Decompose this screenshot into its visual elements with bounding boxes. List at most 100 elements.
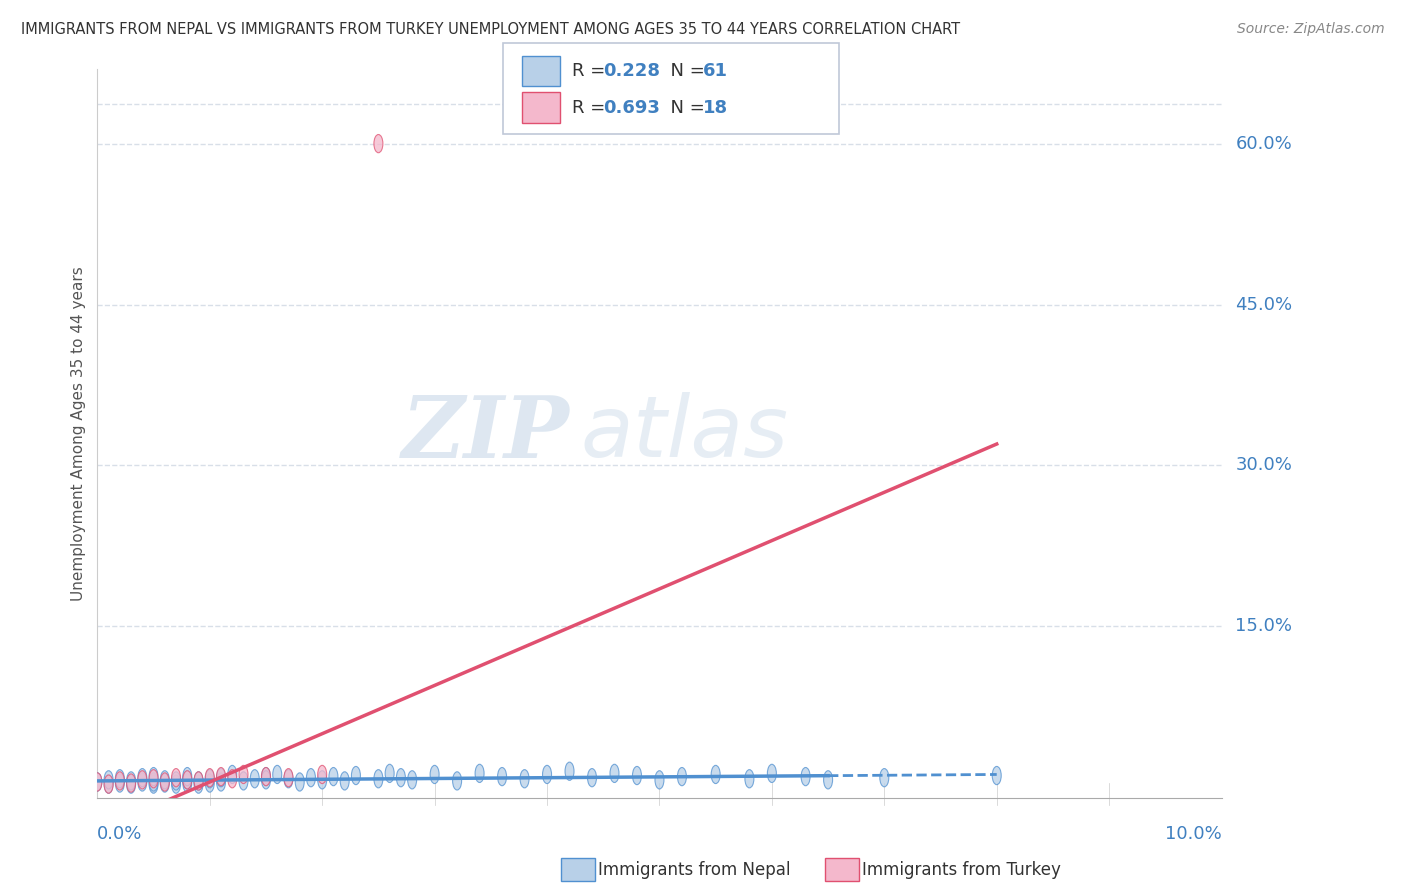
Text: ZIP: ZIP [402,392,569,475]
Ellipse shape [565,762,574,780]
Ellipse shape [262,767,270,786]
Ellipse shape [183,771,191,789]
Ellipse shape [104,775,112,793]
Ellipse shape [93,772,101,791]
Text: R =: R = [572,98,612,117]
Ellipse shape [295,772,304,791]
Ellipse shape [768,764,776,782]
Ellipse shape [205,774,214,792]
Ellipse shape [127,774,135,792]
Ellipse shape [115,770,124,788]
Ellipse shape [273,765,281,783]
Text: 0.0%: 0.0% [97,825,143,843]
Ellipse shape [127,772,135,790]
Ellipse shape [104,771,112,789]
Ellipse shape [183,771,191,789]
Ellipse shape [228,770,236,788]
Ellipse shape [104,775,112,793]
Ellipse shape [205,769,214,787]
Ellipse shape [745,770,754,788]
Ellipse shape [801,767,810,786]
Y-axis label: Unemployment Among Ages 35 to 44 years: Unemployment Among Ages 35 to 44 years [72,266,86,600]
Ellipse shape [160,771,169,789]
Ellipse shape [149,770,157,788]
Ellipse shape [194,775,202,793]
Ellipse shape [340,772,349,790]
Ellipse shape [588,769,596,787]
Text: atlas: atlas [581,392,789,475]
Text: Immigrants from Turkey: Immigrants from Turkey [862,861,1060,879]
Text: 61: 61 [703,62,728,79]
Ellipse shape [374,135,382,153]
Ellipse shape [993,766,1001,785]
Ellipse shape [250,770,259,788]
Ellipse shape [318,765,326,783]
Ellipse shape [138,772,146,791]
Text: N =: N = [659,62,711,79]
Ellipse shape [194,772,202,790]
Ellipse shape [183,767,191,786]
Text: N =: N = [659,98,711,117]
Ellipse shape [205,770,214,788]
Ellipse shape [385,764,394,782]
Ellipse shape [610,764,619,782]
Text: 15.0%: 15.0% [1236,617,1292,635]
Ellipse shape [374,770,382,788]
Ellipse shape [149,772,157,791]
Ellipse shape [498,767,506,786]
Ellipse shape [194,772,202,790]
Ellipse shape [172,769,180,787]
Text: R =: R = [572,62,612,79]
Ellipse shape [228,765,236,783]
Ellipse shape [520,770,529,788]
Text: IMMIGRANTS FROM NEPAL VS IMMIGRANTS FROM TURKEY UNEMPLOYMENT AMONG AGES 35 TO 44: IMMIGRANTS FROM NEPAL VS IMMIGRANTS FROM… [21,22,960,37]
Text: 60.0%: 60.0% [1236,135,1292,153]
Text: 0.228: 0.228 [603,62,661,79]
Ellipse shape [138,769,146,787]
Ellipse shape [408,771,416,789]
Ellipse shape [453,772,461,790]
Ellipse shape [239,772,247,790]
Ellipse shape [284,769,292,787]
Ellipse shape [127,775,135,793]
Ellipse shape [217,769,225,787]
Ellipse shape [633,766,641,785]
Ellipse shape [318,771,326,789]
Ellipse shape [824,771,832,789]
Ellipse shape [149,775,157,793]
Ellipse shape [149,767,157,786]
Ellipse shape [217,772,225,791]
Ellipse shape [655,771,664,789]
Ellipse shape [307,769,315,787]
Ellipse shape [93,772,101,791]
Ellipse shape [430,765,439,783]
Ellipse shape [115,772,124,790]
Text: 18: 18 [703,98,728,117]
Ellipse shape [160,774,169,792]
Ellipse shape [543,765,551,783]
Text: 30.0%: 30.0% [1236,457,1292,475]
Text: 45.0%: 45.0% [1236,295,1292,314]
Ellipse shape [711,765,720,783]
Ellipse shape [262,767,270,786]
Ellipse shape [475,764,484,782]
Ellipse shape [880,769,889,787]
Ellipse shape [352,766,360,785]
Ellipse shape [138,771,146,789]
Ellipse shape [329,767,337,786]
Ellipse shape [678,767,686,786]
Ellipse shape [262,771,270,789]
Ellipse shape [217,767,225,786]
Text: Source: ZipAtlas.com: Source: ZipAtlas.com [1237,22,1385,37]
Ellipse shape [172,775,180,793]
Text: 10.0%: 10.0% [1164,825,1222,843]
Text: 0.693: 0.693 [603,98,659,117]
Ellipse shape [396,769,405,787]
Ellipse shape [115,774,124,792]
Ellipse shape [284,770,292,788]
Ellipse shape [183,774,191,792]
Text: Immigrants from Nepal: Immigrants from Nepal [598,861,790,879]
Ellipse shape [172,772,180,790]
Ellipse shape [239,765,247,783]
Ellipse shape [160,772,169,791]
